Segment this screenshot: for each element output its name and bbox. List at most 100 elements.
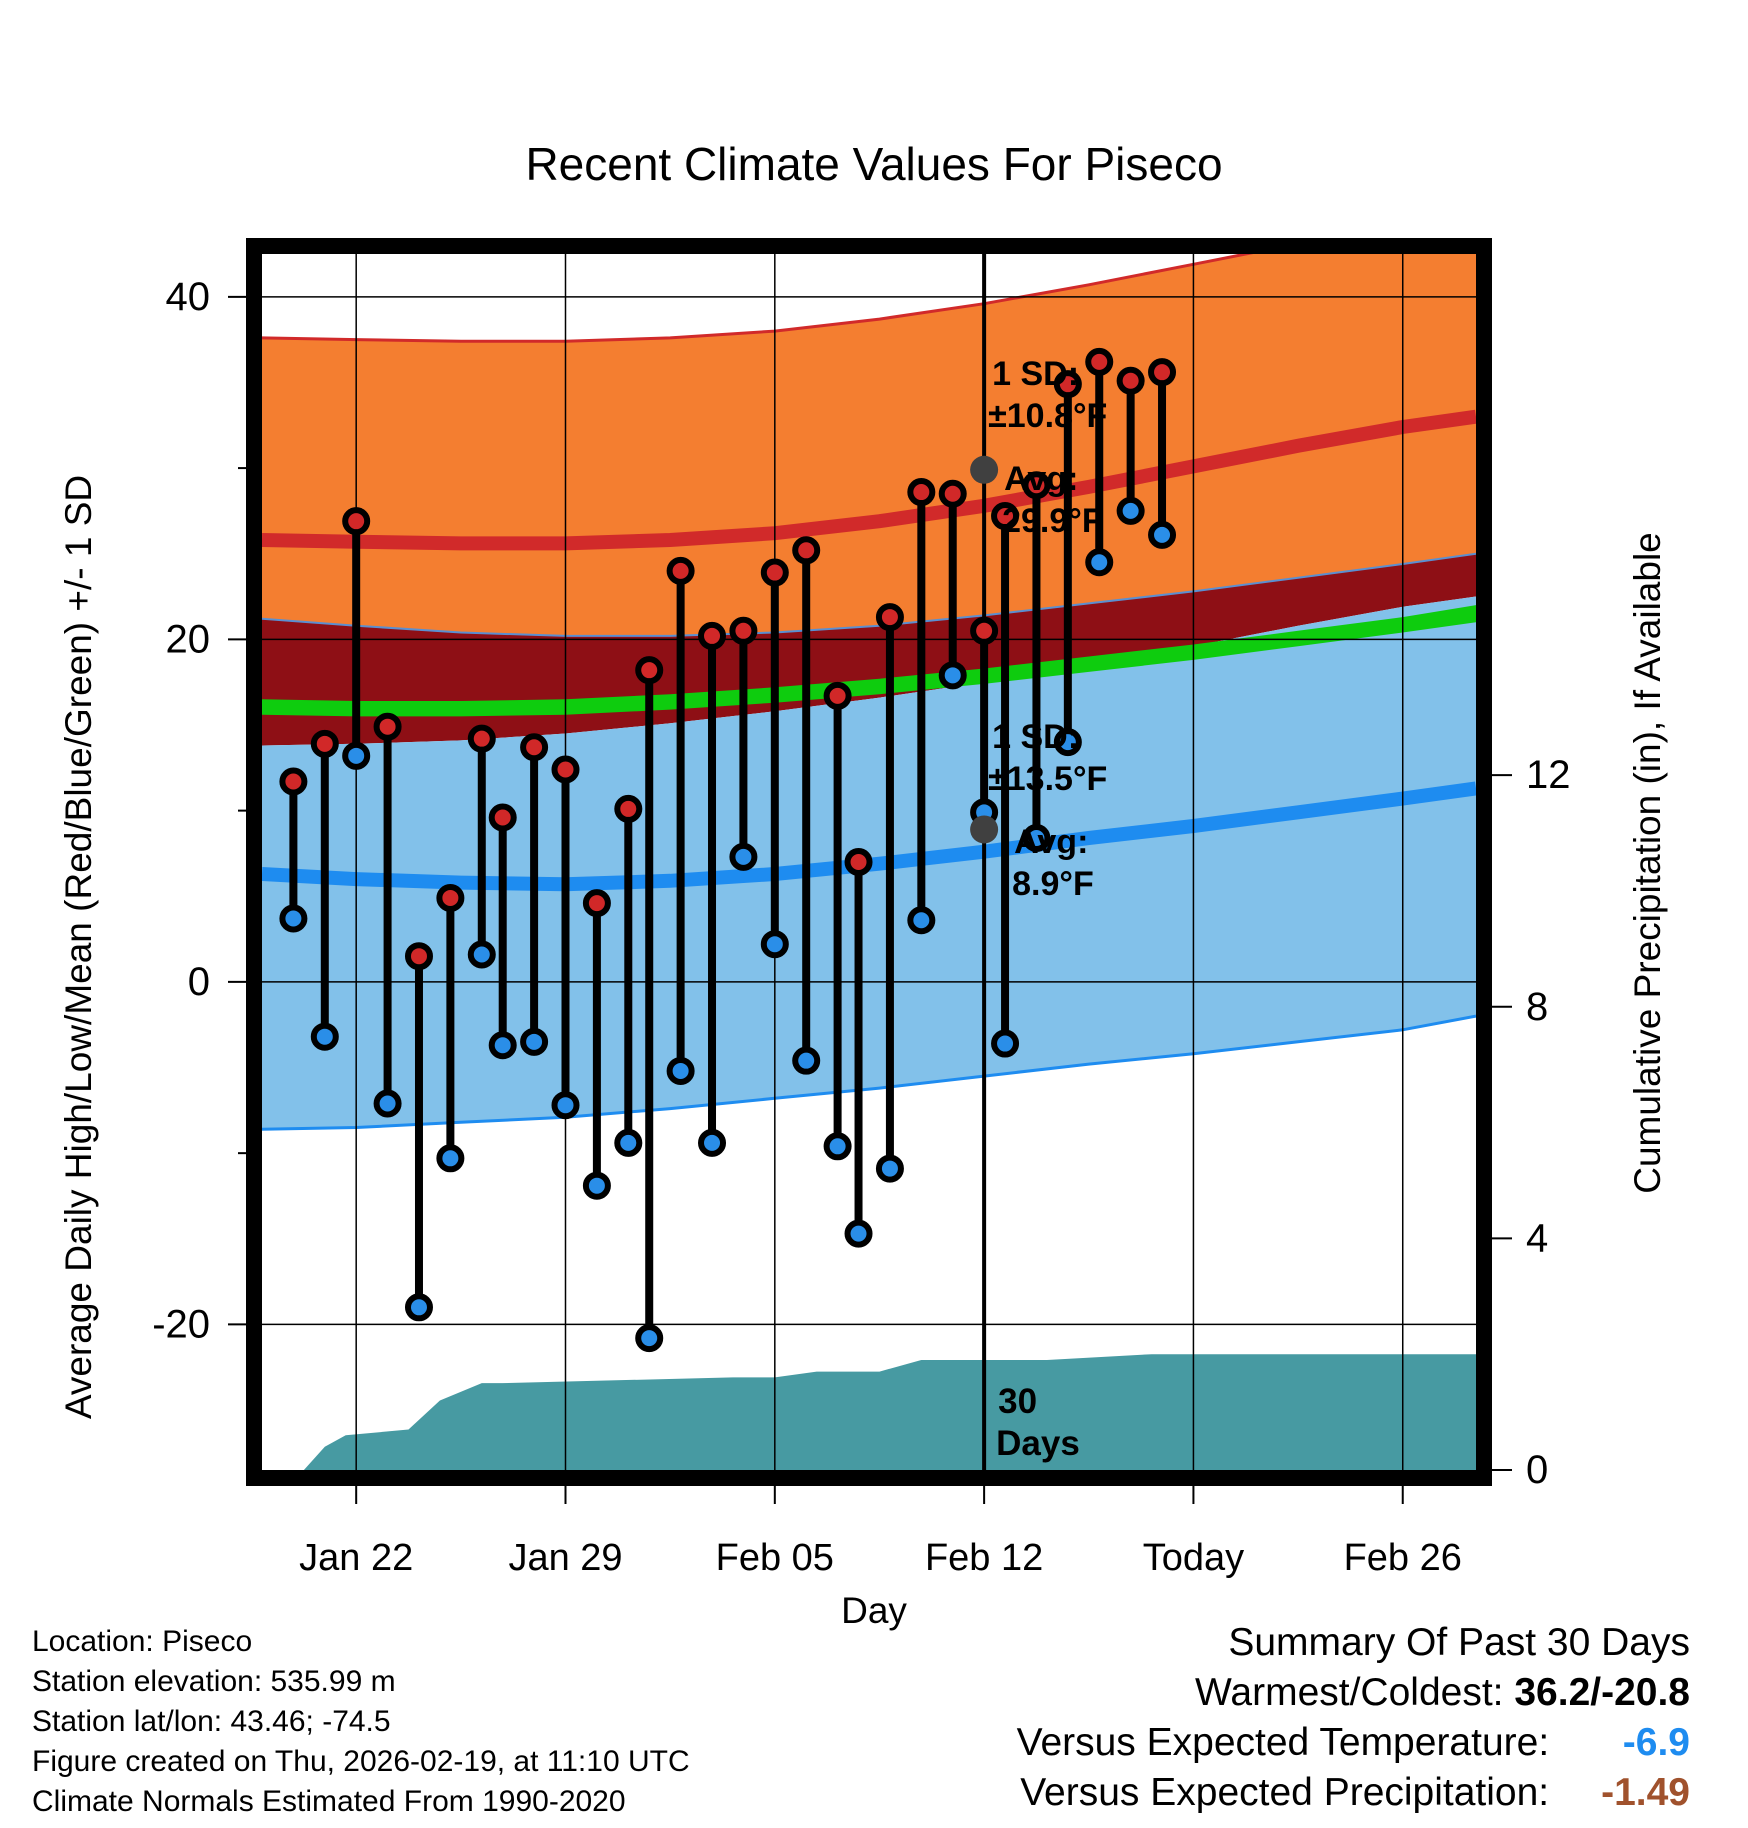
low-dot bbox=[729, 842, 758, 871]
high-dot bbox=[582, 889, 611, 918]
high-dot bbox=[614, 794, 643, 823]
days-label-text: Days bbox=[996, 1424, 1080, 1463]
high-avg-value: 29.9°F bbox=[1002, 502, 1103, 540]
days-label-number: 30 bbox=[998, 1382, 1037, 1421]
high-dot bbox=[1053, 370, 1082, 399]
high-sd-value: ±10.8°F bbox=[988, 397, 1107, 435]
summary-title: Summary Of Past 30 Days bbox=[1228, 1621, 1690, 1664]
low-dot bbox=[938, 661, 967, 690]
low-dot bbox=[614, 1128, 643, 1157]
y-axis-label: Average Daily High/Low/Mean (Red/Blue/Gr… bbox=[58, 475, 99, 1419]
low-dot bbox=[467, 940, 496, 969]
high-dot bbox=[279, 767, 308, 796]
summary-panel: Summary Of Past 30 Days Warmest/Coldest:… bbox=[1017, 1618, 1690, 1818]
x-tick-label: Today bbox=[1143, 1537, 1244, 1579]
chart-title: Recent Climate Values For Piseco bbox=[525, 138, 1222, 190]
high-avg-label: Avg: bbox=[1004, 460, 1078, 498]
y-tick-label: 0 bbox=[188, 960, 210, 1004]
low-dot bbox=[1116, 496, 1145, 525]
low-dot bbox=[1022, 824, 1051, 853]
y2-tick-label: 8 bbox=[1526, 985, 1548, 1029]
summary-temp-row: Versus Expected Temperature: -6.9 bbox=[1017, 1718, 1690, 1768]
high-dot bbox=[1148, 358, 1177, 387]
high-sd-band bbox=[262, 254, 1476, 636]
precip-departure-label: Versus Expected Precipitation: bbox=[1020, 1771, 1550, 1814]
low-dot bbox=[582, 1171, 611, 1200]
low-dot bbox=[520, 1027, 549, 1056]
high-sd-top-line bbox=[262, 254, 1254, 343]
low-dot bbox=[488, 1031, 517, 1060]
mean-band bbox=[262, 605, 1476, 717]
precip-area bbox=[303, 1354, 1476, 1470]
low-dot bbox=[792, 1046, 821, 1075]
low-dot bbox=[404, 1293, 433, 1322]
high-dot bbox=[907, 478, 936, 507]
low-dot bbox=[1148, 520, 1177, 549]
high-dot bbox=[1116, 366, 1145, 395]
x-tick-label: Jan 29 bbox=[508, 1537, 622, 1579]
low-dot bbox=[373, 1089, 402, 1118]
high-dot bbox=[938, 479, 967, 508]
location-text: Location: Piseco bbox=[32, 1625, 253, 1658]
y-tick-label: 20 bbox=[166, 617, 211, 661]
normal-high-line bbox=[262, 409, 1476, 551]
low-sd-bottom-line bbox=[262, 1014, 1476, 1131]
high-dot bbox=[760, 558, 789, 587]
high-avg-marker bbox=[970, 455, 999, 484]
low-avg-label: Avg: bbox=[1014, 823, 1088, 861]
plot-frame bbox=[246, 238, 1492, 1486]
high-dot bbox=[729, 616, 758, 645]
low-dot bbox=[698, 1128, 727, 1157]
x-tick-label: Feb 26 bbox=[1344, 1537, 1462, 1579]
high-dot bbox=[844, 848, 873, 876]
low-dot bbox=[279, 904, 308, 933]
high-dot bbox=[551, 755, 580, 784]
summary-precip-row: Versus Expected Precipitation: -1.49 bbox=[1017, 1768, 1690, 1818]
low-dot bbox=[342, 741, 371, 770]
high-dot bbox=[310, 729, 339, 758]
high-dot bbox=[970, 616, 999, 645]
x-axis-label: Day bbox=[841, 1590, 907, 1631]
temp-departure-label: Versus Expected Temperature: bbox=[1016, 1721, 1550, 1764]
high-dot bbox=[342, 507, 371, 536]
low-dot bbox=[666, 1056, 695, 1085]
created-text: Figure created on Thu, 2026-02-19, at 11… bbox=[32, 1745, 690, 1778]
y-tick-label: -20 bbox=[152, 1302, 210, 1346]
low-sd-value: ±13.5°F bbox=[988, 760, 1107, 798]
low-dot bbox=[875, 1154, 904, 1183]
low-dot bbox=[1085, 548, 1114, 577]
summary-extremes-row: Warmest/Coldest: 36.2/-20.8 bbox=[1017, 1668, 1690, 1718]
low-dot bbox=[1053, 728, 1082, 757]
x-tick-label: Feb 05 bbox=[716, 1537, 834, 1579]
high-dot bbox=[467, 724, 496, 753]
high-dot bbox=[823, 681, 852, 710]
low-dot bbox=[436, 1144, 465, 1173]
elevation-text: Station elevation: 535.99 m bbox=[32, 1665, 396, 1698]
y2-tick-label: 12 bbox=[1526, 753, 1571, 797]
latlon-text: Station lat/lon: 43.46; -74.5 bbox=[32, 1705, 391, 1738]
high-dot bbox=[520, 733, 549, 762]
y2-axis-label: Cumulative Precipitation (in), If Availa… bbox=[1627, 532, 1668, 1194]
low-dot bbox=[760, 930, 789, 959]
temp-departure-value: -6.9 bbox=[1622, 1721, 1690, 1764]
high-dot bbox=[436, 883, 465, 912]
low-dot bbox=[991, 1029, 1020, 1058]
high-dot bbox=[1022, 471, 1051, 500]
high-dot bbox=[666, 556, 695, 585]
high-dot bbox=[404, 942, 433, 971]
plot-area bbox=[262, 254, 1476, 1470]
warmest-coldest-value: 36.2/-20.8 bbox=[1514, 1671, 1690, 1714]
normal-low-line bbox=[262, 781, 1476, 892]
low-dot bbox=[310, 1022, 339, 1051]
low-avg-value: 8.9°F bbox=[1012, 865, 1094, 903]
x-tick-label: Jan 22 bbox=[299, 1537, 413, 1579]
low-sd-label: 1 SD: bbox=[992, 718, 1079, 756]
y2-tick-label: 4 bbox=[1526, 1216, 1548, 1260]
low-dot bbox=[635, 1324, 664, 1353]
high-dot bbox=[875, 603, 904, 632]
low-dot bbox=[844, 1219, 873, 1248]
low-dot bbox=[907, 906, 936, 935]
x-tick-label: Feb 12 bbox=[925, 1537, 1043, 1579]
low-avg-marker bbox=[970, 815, 999, 844]
